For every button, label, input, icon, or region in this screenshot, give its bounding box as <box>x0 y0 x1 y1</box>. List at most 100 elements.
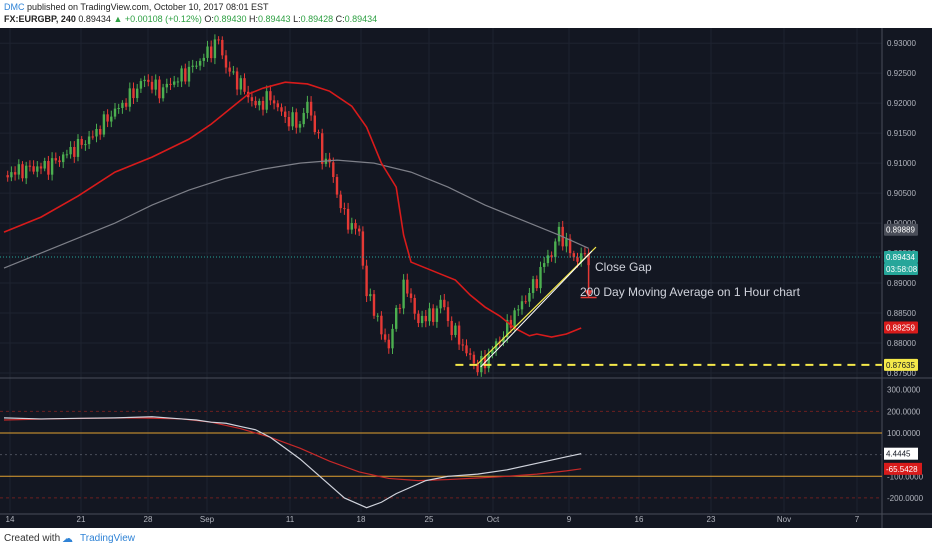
high-value: 0.89443 <box>258 14 291 24</box>
candle-body <box>87 136 91 145</box>
chart-header: DMC published on TradingView.com, Octobe… <box>0 0 932 28</box>
candle-body <box>439 299 442 309</box>
candle-body <box>398 307 402 309</box>
candle-body <box>520 301 524 310</box>
candle-body <box>213 39 217 59</box>
candle-body <box>524 301 527 303</box>
candle-body <box>110 116 113 122</box>
y-tick-label: 0.91500 <box>887 129 916 138</box>
axis-layer: 0.93000 0.92500 0.92000 0.91500 0.91000 0.905… <box>6 39 924 524</box>
x-tick-label: 16 <box>635 515 644 524</box>
x-tick-label: 18 <box>357 515 366 524</box>
candle-body <box>343 208 346 210</box>
candle-body <box>528 292 531 302</box>
annotation-200ma: 200 Day Moving Average on 1 Hour chart <box>580 285 801 299</box>
candle-body <box>280 107 283 112</box>
candle-body <box>435 308 439 322</box>
candle-body <box>6 175 9 178</box>
x-tick-label: 9 <box>567 515 572 524</box>
candle-body <box>568 238 572 254</box>
x-tick-label: 28 <box>144 515 153 524</box>
candle-body <box>446 307 450 322</box>
open-label: O: <box>204 14 214 24</box>
y-tick-label: 0.91000 <box>887 159 916 168</box>
arrow-down-icon <box>584 290 593 298</box>
candle-body <box>95 129 98 137</box>
candle-body <box>361 231 365 266</box>
candle-body <box>576 257 579 262</box>
candle-body <box>313 115 316 133</box>
ma-grey-line <box>3 159 589 269</box>
candle-body <box>206 46 209 58</box>
candle-body <box>239 78 242 90</box>
candle-body <box>321 133 324 164</box>
candle-body <box>269 91 272 101</box>
candle-body <box>298 124 302 128</box>
candle-body <box>580 253 583 262</box>
candle-body <box>254 100 257 106</box>
candle-body <box>506 319 509 338</box>
brand-name[interactable]: TradingView <box>80 533 136 544</box>
candle-body <box>535 279 538 289</box>
quote-line: FX:EURGBP, 240 0.89434 ▲ +0.00108 (+0.12… <box>4 14 377 24</box>
author-name[interactable]: DMC <box>4 2 25 12</box>
trendline-lower <box>480 250 593 368</box>
candle-body <box>402 279 405 309</box>
close-label: C: <box>335 14 345 24</box>
publish-info: published on TradingView.com, October 10… <box>27 2 269 12</box>
candle-body <box>583 253 587 255</box>
indicator-pane[interactable] <box>0 410 882 509</box>
ind-y-tick-label: 200.0000 <box>887 407 921 416</box>
candle-body <box>472 354 476 364</box>
candle-body <box>258 100 261 106</box>
candle-body <box>39 166 43 169</box>
candle-body <box>287 116 291 127</box>
candle-body <box>391 328 394 349</box>
price-tag-ma-red: 0.88259 <box>886 323 915 332</box>
candle-body <box>309 101 313 116</box>
low-value: 0.89428 <box>300 14 334 24</box>
chart-svg[interactable]: Close Gap 200 Day Moving Average on 1 Hou… <box>0 28 932 528</box>
candle-body <box>180 68 183 82</box>
candle-body <box>91 136 94 138</box>
open-value: 0.89430 <box>213 14 247 24</box>
price-tag-support: 0.87635 <box>886 361 915 370</box>
candle-body <box>150 81 154 90</box>
candle-body <box>365 265 368 297</box>
y-tick-label: 0.88000 <box>887 339 916 348</box>
candle-body <box>17 164 20 175</box>
candle-body <box>121 102 124 109</box>
ind-y-tick-label: -200.0000 <box>887 494 924 503</box>
y-tick-label: 0.89000 <box>887 279 916 288</box>
cci-value-tag-bg <box>884 447 918 460</box>
candle-body <box>21 164 24 179</box>
candle-body <box>176 81 180 83</box>
candle-body <box>302 112 305 125</box>
candle-body <box>346 208 350 230</box>
y-tick-label: 0.92000 <box>887 99 916 108</box>
x-tick-label: Oct <box>487 515 500 524</box>
y-tick-label: 0.92500 <box>887 69 916 78</box>
candle-body <box>454 325 457 335</box>
price-pane[interactable]: Close Gap 200 Day Moving Average on 1 Hou… <box>0 34 882 377</box>
candle-body <box>395 307 398 329</box>
symbol-label: FX:EURGBP, 240 <box>4 14 76 24</box>
candle-body <box>173 81 176 85</box>
candle-body <box>210 46 213 59</box>
chart-background <box>0 28 932 528</box>
candle-body <box>317 132 320 134</box>
chart-container[interactable]: Close Gap 200 Day Moving Average on 1 Hou… <box>0 28 932 528</box>
created-with-label: Created with <box>4 533 61 544</box>
candle-body <box>502 337 505 343</box>
price-tag-ma-grey-bg <box>884 223 918 236</box>
countdown-tag-bg <box>884 263 918 276</box>
candle-body <box>50 158 54 175</box>
candle-body <box>491 349 494 355</box>
trendline-upper <box>477 246 597 365</box>
candle-body <box>376 315 379 317</box>
candle-body <box>457 325 461 345</box>
candle-body <box>187 66 191 82</box>
candle-body <box>102 114 106 135</box>
candle-body <box>221 39 224 56</box>
tradingview-logo-icon: ☁ <box>62 533 73 545</box>
